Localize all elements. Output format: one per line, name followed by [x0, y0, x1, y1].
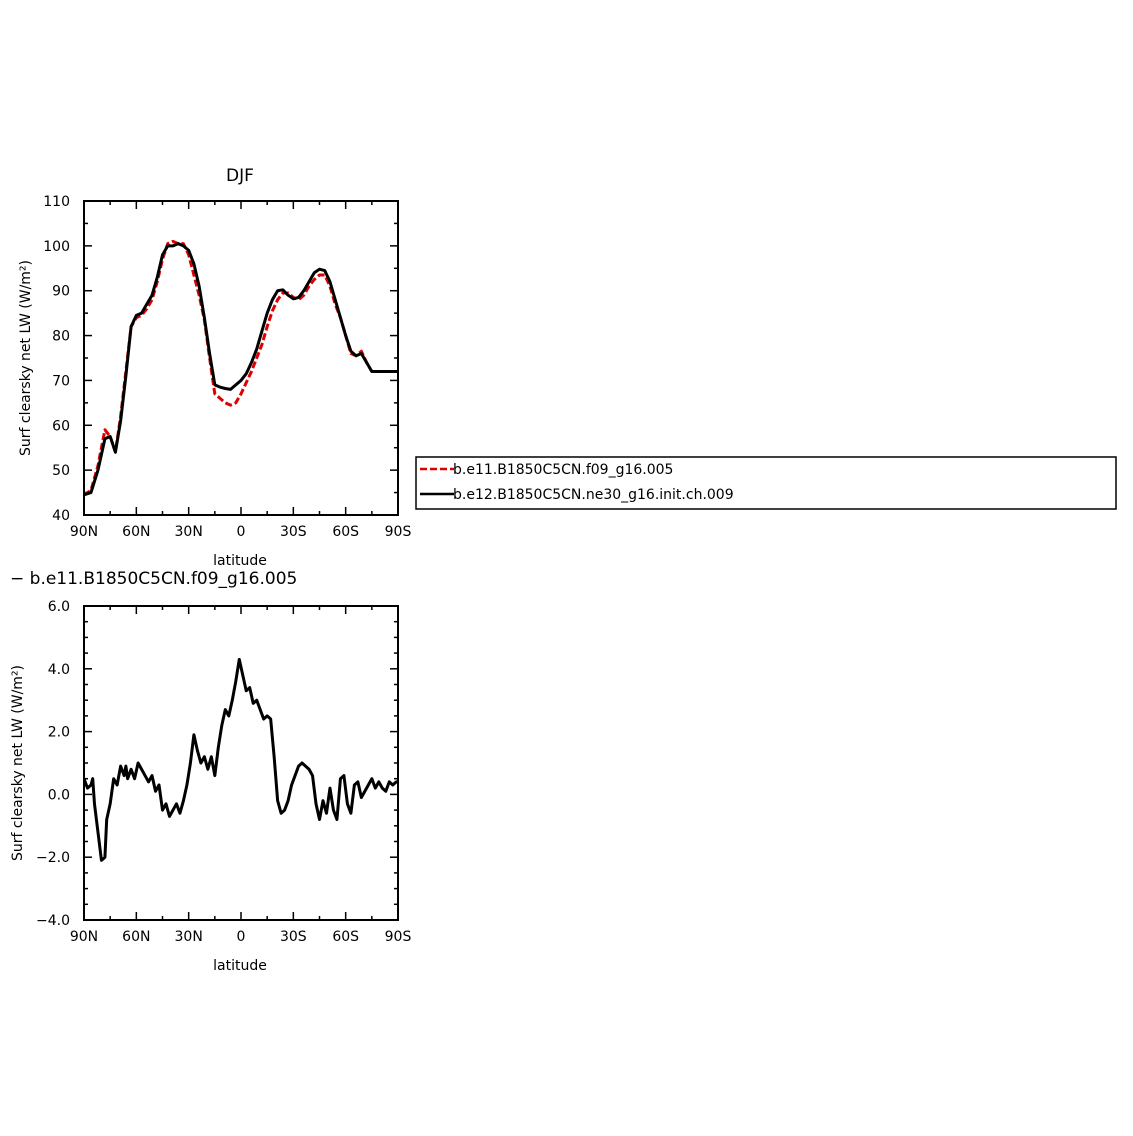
- top-x-tick-label: 90N: [70, 524, 98, 540]
- top-y-tick-label: 80: [52, 329, 70, 345]
- top-y-tick-label: 110: [43, 194, 70, 210]
- top-y-tick-label: 40: [52, 508, 70, 524]
- top-y-axis-label: Surf clearsky net LW (W/m²): [18, 260, 34, 456]
- top-y-tick-label: 70: [52, 373, 70, 389]
- legend-entry-2: b.e12.B1850C5CN.ne30_g16.init.ch.009: [420, 487, 734, 503]
- top-plot-frame: [83, 200, 399, 516]
- bottom-x-tick-label: 60N: [122, 929, 150, 945]
- legend: b.e11.B1850C5CN.f09_g16.005 b.e12.B1850C…: [415, 456, 1117, 510]
- top-x-tick-label: 0: [237, 524, 246, 540]
- bottom-y-tick-label: −4.0: [36, 913, 70, 929]
- top-y-tick-label: 90: [52, 284, 70, 300]
- bottom-y-axis-label: Surf clearsky net LW (W/m²): [10, 665, 26, 861]
- bottom-y-tick-label: 4.0: [48, 662, 70, 678]
- top-x-tick-label: 30S: [280, 524, 307, 540]
- bottom-y-tick-label: 2.0: [48, 725, 70, 741]
- bottom-x-tick-label: 90N: [70, 929, 98, 945]
- legend-label-1: b.e11.B1850C5CN.f09_g16.005: [453, 462, 673, 478]
- legend-label-2: b.e12.B1850C5CN.ne30_g16.init.ch.009: [453, 487, 734, 503]
- bottom-chart-panel: − b.e11.B1850C5CN.f09_g16.005 90N 60N 30N 0…: [10, 569, 411, 974]
- top-x-tick-label: 90S: [385, 524, 412, 540]
- bottom-x-tick-label: 0: [237, 929, 246, 945]
- bottom-x-tick-label: 30S: [280, 929, 307, 945]
- top-chart-panel: DJF 90N 60N 30N 0 30S 60S 90S 110 100 90 80 70 60 50 4…: [18, 166, 411, 569]
- bottom-x-tick-label: 60S: [332, 929, 359, 945]
- top-x-tick-label: 30N: [175, 524, 203, 540]
- bottom-y-tick-label: −2.0: [36, 850, 70, 866]
- top-series-line-2: [84, 242, 398, 497]
- legend-box: [415, 456, 1117, 510]
- bottom-plot-frame: [83, 605, 399, 921]
- top-chart-title: DJF: [226, 166, 254, 186]
- bottom-x-tick-label: 90S: [385, 929, 412, 945]
- top-series-line-1: [84, 239, 398, 497]
- bottom-series-line-1: [84, 657, 398, 862]
- legend-entry-1: b.e11.B1850C5CN.f09_g16.005: [420, 462, 673, 478]
- bottom-x-axis-label: latitude: [213, 958, 267, 974]
- bottom-x-tick-label: 30N: [175, 929, 203, 945]
- top-y-tick-label: 100: [43, 239, 70, 255]
- top-x-axis-label: latitude: [213, 553, 267, 569]
- bottom-y-tick-label: 0.0: [48, 787, 70, 803]
- top-x-tick-label: 60N: [122, 524, 150, 540]
- top-x-tick-label: 60S: [332, 524, 359, 540]
- top-y-tick-label: 50: [52, 463, 70, 479]
- top-y-tick-label: 60: [52, 418, 70, 434]
- bottom-y-tick-label: 6.0: [48, 599, 70, 615]
- bottom-chart-title: − b.e11.B1850C5CN.f09_g16.005: [10, 569, 297, 589]
